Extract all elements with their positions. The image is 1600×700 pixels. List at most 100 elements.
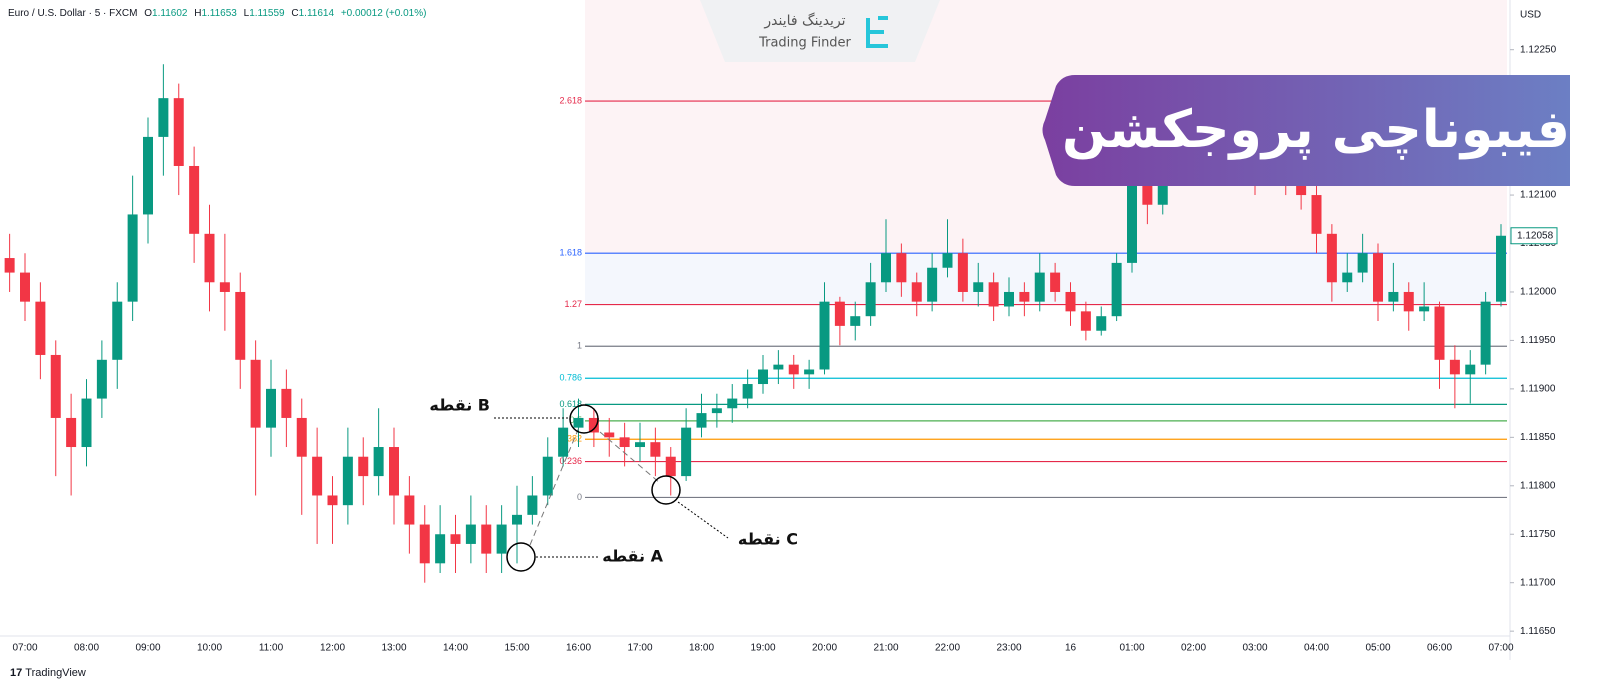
candle-body — [1142, 185, 1153, 205]
candle-body — [1111, 262, 1122, 317]
candle-body — [635, 442, 645, 448]
candle-body — [758, 369, 768, 385]
candle-body — [927, 267, 938, 302]
candle-body — [711, 408, 722, 414]
x-tick-label: 12:00 — [320, 643, 345, 654]
x-tick-label: 19:00 — [750, 643, 775, 654]
x-tick-label: 01:00 — [1119, 643, 1144, 654]
candle-body — [788, 364, 799, 375]
y-tick-label: 1.12250 — [1520, 44, 1557, 55]
banner-title: فیبوناچی پروجکشن — [1062, 100, 1570, 160]
point-c-label: نقطه C — [738, 530, 798, 549]
candle-body — [465, 524, 476, 544]
candle-body — [1342, 272, 1353, 283]
point-a-label: نقطه A — [602, 547, 663, 566]
candle-body — [481, 524, 492, 554]
candle-body — [1480, 301, 1491, 365]
quote-value: 1.11653 — [201, 8, 237, 19]
footer-text: TradingView — [25, 667, 86, 679]
candle-body — [1449, 359, 1460, 375]
logo-en: Trading Finder — [758, 36, 851, 51]
logo-panel — [700, 0, 940, 62]
candle-body — [158, 98, 169, 137]
candle-body — [1034, 272, 1045, 302]
candle-body — [1419, 306, 1430, 312]
candle-body — [773, 364, 784, 370]
x-tick-label: 16:00 — [566, 643, 591, 654]
candle-body — [512, 514, 522, 525]
y-tick-label: 1.12100 — [1520, 190, 1557, 201]
fib-label: 2.618 — [559, 95, 582, 105]
candle-body — [342, 456, 353, 506]
leg-ab — [529, 424, 581, 546]
candle-body — [1127, 185, 1137, 263]
x-tick-label: 03:00 — [1242, 643, 1267, 654]
x-tick-label: 16 — [1065, 643, 1077, 654]
y-tick-label: 1.12000 — [1520, 287, 1557, 298]
candle-body — [834, 301, 845, 326]
annotations — [494, 404, 729, 572]
candle-body — [373, 447, 384, 477]
candle-body — [804, 369, 815, 375]
x-tick-label: 20:00 — [812, 643, 837, 654]
quote-label: H — [194, 8, 201, 19]
x-tick-label: 15:00 — [504, 643, 529, 654]
y-tick-label: 1.11750 — [1520, 529, 1556, 540]
candle-body — [389, 447, 399, 496]
candle-body — [35, 301, 46, 355]
y-tick-label: 1.11700 — [1520, 577, 1556, 588]
candle-body — [665, 456, 676, 477]
y-tick-label: 1.11800 — [1520, 480, 1556, 491]
candle-body — [358, 456, 369, 477]
candle-body — [250, 359, 261, 428]
candle-body — [266, 388, 276, 428]
candle-body — [1357, 253, 1368, 273]
candle-body — [50, 354, 61, 418]
last-price-box — [1510, 227, 1558, 245]
candle-body — [96, 359, 107, 399]
candle-body — [988, 282, 999, 307]
quote-value: 1.11614 — [299, 8, 335, 19]
candle-body — [4, 258, 15, 273]
candle-body — [1096, 316, 1107, 331]
point-b-label: نقطه B — [429, 396, 490, 415]
x-tick-label: 23:00 — [996, 643, 1021, 654]
candle-body — [604, 432, 615, 438]
y-tick-label: 1.11950 — [1520, 335, 1556, 346]
candle-body — [173, 98, 184, 166]
candle-body — [327, 495, 338, 506]
quote-label: C — [291, 8, 298, 19]
leg-bc — [599, 431, 661, 484]
candle-body — [435, 534, 446, 564]
candle-body — [911, 282, 922, 302]
candle-body — [588, 417, 599, 433]
x-tick-label: 14:00 — [443, 643, 468, 654]
candle-body — [819, 301, 830, 370]
change: +0.00012 (+0.01%) — [341, 8, 427, 19]
fib-label: 1 — [577, 341, 582, 351]
logo-icon — [866, 16, 888, 48]
candle-body — [1496, 235, 1506, 302]
candle-body — [204, 233, 215, 283]
x-tick-label: 09:00 — [135, 643, 160, 654]
candle-body — [281, 388, 292, 418]
fib-label: 0 — [577, 492, 582, 502]
candle-body — [312, 456, 323, 496]
candle-body — [496, 524, 507, 554]
x-tick-label: 11:00 — [259, 643, 284, 654]
candle-body — [942, 253, 953, 268]
candle-body — [1465, 364, 1476, 375]
candle-body — [696, 413, 707, 428]
x-tick-label: 21:00 — [873, 643, 898, 654]
candle-body — [527, 495, 538, 515]
quote-value: 1.11559 — [249, 8, 285, 19]
candle-body — [127, 214, 138, 302]
candle-body — [296, 417, 307, 457]
candle-body — [112, 301, 123, 360]
candle-body — [1403, 291, 1414, 312]
candle-body — [1019, 291, 1030, 302]
candle-body — [235, 291, 246, 360]
